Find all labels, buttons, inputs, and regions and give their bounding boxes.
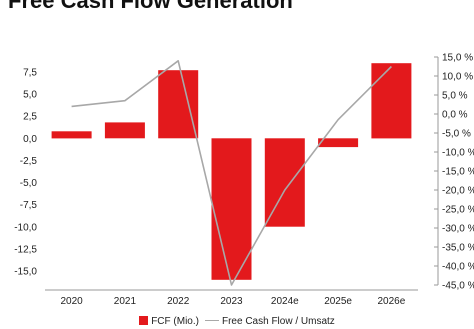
legend-label-fcf: FCF (Mio.)	[151, 316, 199, 327]
legend-label-ratio: Free Cash Flow / Umsatz	[221, 316, 335, 327]
bar-2021	[104, 122, 145, 139]
right-tick-label: -10,0 %	[442, 148, 474, 159]
bar-2024e	[264, 138, 305, 227]
bar-series	[51, 63, 412, 280]
bar-2025e	[318, 138, 359, 148]
left-tick-label: -5,0	[20, 178, 38, 189]
right-tick-label: 0,0 %	[442, 110, 468, 121]
right-tick-label: -15,0 %	[442, 167, 474, 178]
x-tick-label: 2022	[167, 296, 190, 307]
right-tick-label: 10,0 %	[442, 72, 473, 83]
legend-line-swatch	[204, 320, 219, 321]
right-tick-label: -30,0 %	[442, 224, 474, 235]
bar-2022	[158, 70, 199, 139]
left-tick-label: 0,0	[23, 134, 37, 145]
axes: -15,0 -12,5 -10,0 -7,5 -5,0 -2,5 0,0 2,5 5,0 7,5 -…	[14, 53, 474, 308]
left-tick-label: 2,5	[23, 112, 37, 123]
ratio-line	[71, 59, 392, 286]
right-tick-label: -20,0 %	[442, 186, 474, 197]
right-tick-label: 15,0 %	[442, 53, 473, 64]
right-tick-label: -40,0 %	[442, 262, 474, 273]
line-series	[71, 59, 392, 286]
x-tick-label: 2023	[220, 296, 243, 307]
legend-bar-swatch	[139, 316, 149, 325]
right-tick-label: -35,0 %	[442, 243, 474, 254]
right-tick-label: -45,0 %	[442, 281, 474, 292]
left-tick-label: 5,0	[23, 90, 37, 101]
x-tick-label: 2021	[114, 296, 137, 307]
right-tick-label: -5,0 %	[442, 129, 471, 140]
left-tick-label: -10,0	[14, 222, 37, 233]
left-tick-label: -12,5	[14, 244, 37, 255]
x-tick-label: 2025e	[324, 296, 352, 307]
left-tick-label: -2,5	[20, 156, 38, 167]
bar-2023	[211, 138, 252, 280]
bar-2026e	[371, 63, 412, 139]
left-tick-label: -7,5	[20, 200, 38, 211]
x-tick-label: 2024e	[271, 296, 299, 307]
left-tick-label: -15,0	[14, 267, 37, 278]
right-tick-label: -25,0 %	[442, 205, 474, 216]
left-tick-label: 7,5	[23, 68, 37, 79]
x-tick-label: 2026e	[377, 296, 405, 307]
right-tick-label: 5,0 %	[442, 91, 468, 102]
bar-2020	[51, 131, 92, 139]
x-tick-label: 2020	[60, 296, 83, 307]
chart-title: Free Cash Flow Generation	[8, 0, 293, 13]
legend: FCF (Mio.) Free Cash Flow / Umsatz	[0, 316, 474, 327]
